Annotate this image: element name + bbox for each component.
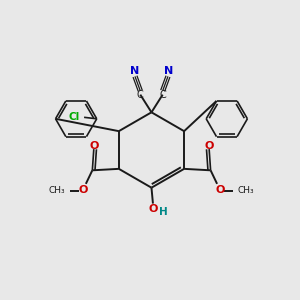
Text: O: O [78, 185, 88, 195]
Text: H: H [159, 207, 168, 217]
Text: O: O [89, 141, 98, 151]
Text: O: O [205, 141, 214, 151]
Text: O: O [215, 185, 225, 195]
Text: N: N [130, 66, 139, 76]
Text: N: N [164, 66, 173, 76]
Text: C: C [160, 90, 166, 100]
Text: Cl: Cl [69, 112, 80, 122]
Text: C: C [136, 90, 143, 100]
Text: O: O [148, 204, 158, 214]
Text: CH₃: CH₃ [49, 186, 65, 195]
Text: CH₃: CH₃ [237, 186, 254, 195]
